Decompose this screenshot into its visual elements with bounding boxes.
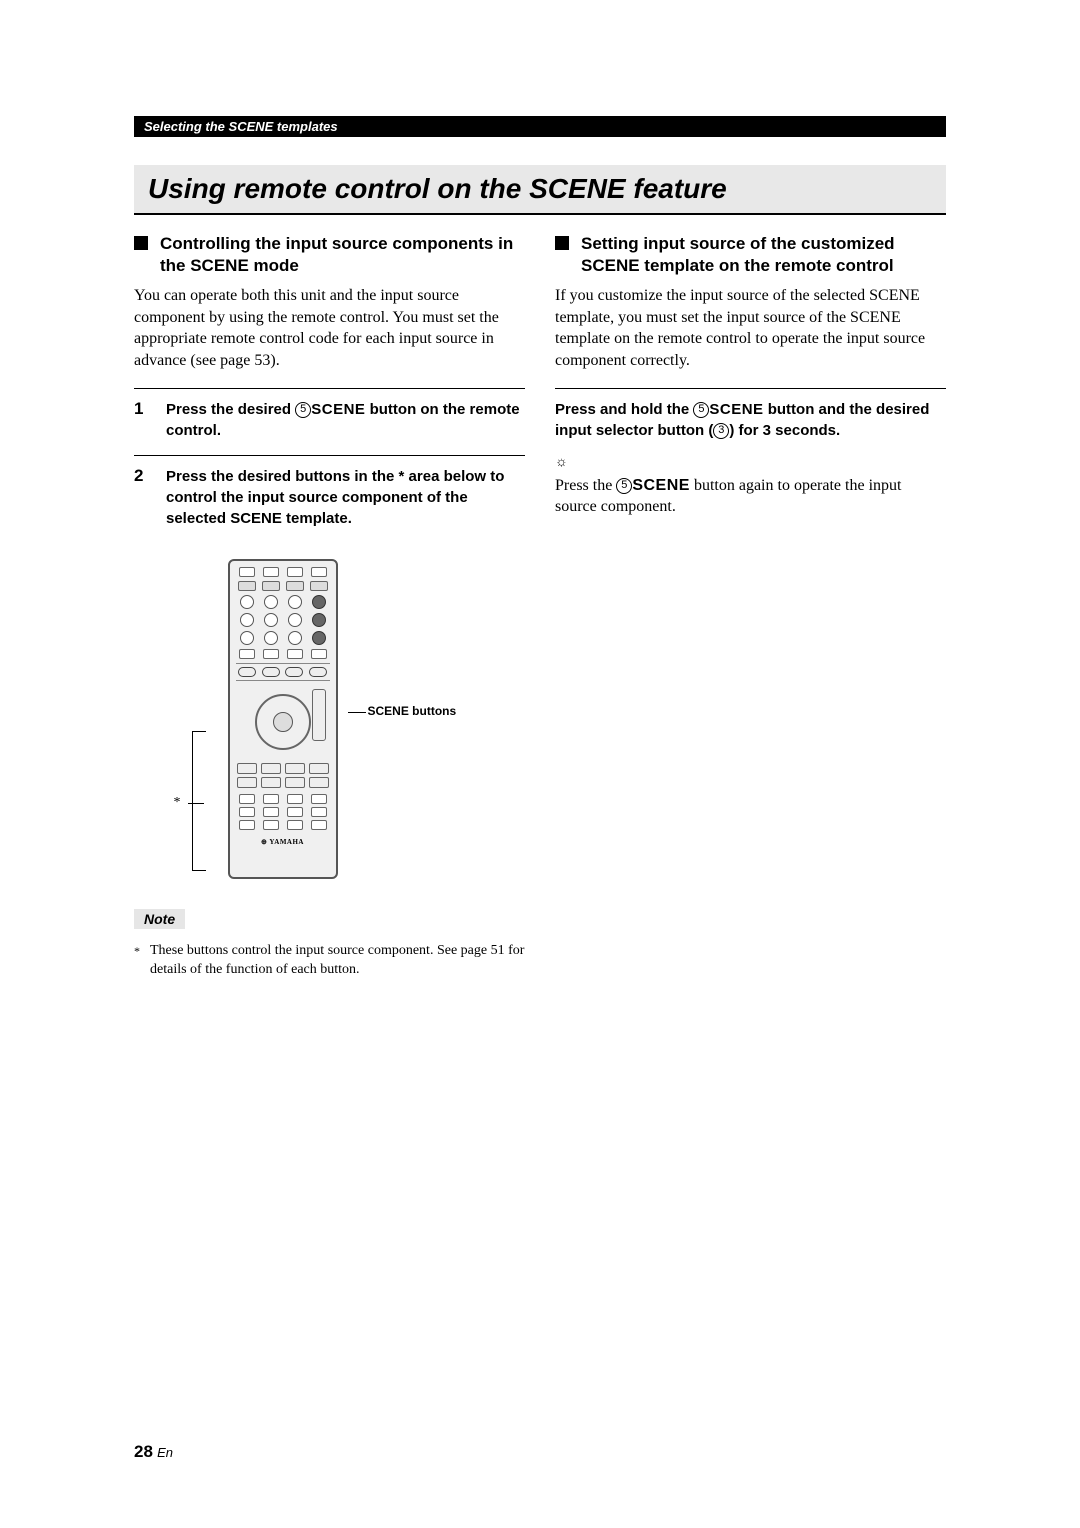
left-column: Controlling the input source components … [134,233,525,980]
right-subheading-text: Setting input source of the customized S… [581,233,946,277]
bracket-icon [192,731,206,871]
circled-5-icon: 5 [295,402,311,418]
footnote: * These buttons control the input source… [134,941,525,980]
instr-post: ) for 3 seconds. [729,422,840,439]
page-lang: En [157,1445,173,1460]
divider-icon [555,388,946,389]
scene-word: SCENE [632,477,690,494]
scene-buttons-row [236,663,330,681]
footnote-star: * [134,943,140,980]
square-bullet-icon [555,236,569,250]
right-column: Setting input source of the customized S… [555,233,946,980]
step1-pre: Press the desired [166,401,295,418]
step-1-text: Press the desired 5SCENE button on the r… [166,399,525,441]
section-title: Using remote control on the SCENE featur… [134,165,946,215]
scene-word: SCENE [311,401,365,418]
square-bullet-icon [134,236,148,250]
header-bar: Selecting the SCENE templates [134,116,946,137]
circled-5-icon: 5 [616,478,632,494]
remote-diagram: * [134,559,525,879]
star-label: * [174,795,181,811]
scene-word: SCENE [709,401,763,418]
scene-label-line-icon [348,712,366,713]
step-1: 1 Press the desired 5SCENE button on the… [134,388,525,441]
tip-icon: ☼ [555,455,946,471]
left-subheading: Controlling the input source components … [134,233,525,277]
step-2-number: 2 [134,466,150,529]
scene-buttons-label: SCENE buttons [368,704,457,718]
step-2-text: Press the desired buttons in the * area … [166,466,525,529]
right-instruction: Press and hold the 5SCENE button and the… [555,399,946,441]
page-number: 28 En [134,1442,173,1462]
tip-pre: Press the [555,477,616,494]
note-label: Note [134,909,185,929]
circled-3-icon: 3 [713,423,729,439]
right-label-area: SCENE buttons [348,559,468,879]
instr-pre: Press and hold the [555,401,693,418]
step-1-number: 1 [134,399,150,441]
left-subheading-text: Controlling the input source components … [160,233,525,277]
left-bracket-area: * [192,559,218,879]
page-num: 28 [134,1442,153,1461]
right-intro: If you customize the input source of the… [555,285,946,371]
right-subheading: Setting input source of the customized S… [555,233,946,277]
yamaha-logo: ⊕ YAMAHA [236,838,330,846]
tip-text: Press the 5SCENE button again to operate… [555,475,946,518]
remote-control-illustration: ⊕ YAMAHA [228,559,338,879]
left-intro: You can operate both this unit and the i… [134,285,525,371]
step-2: 2 Press the desired buttons in the * are… [134,455,525,529]
circled-5-icon: 5 [693,402,709,418]
footnote-text: These buttons control the input source c… [150,941,525,980]
